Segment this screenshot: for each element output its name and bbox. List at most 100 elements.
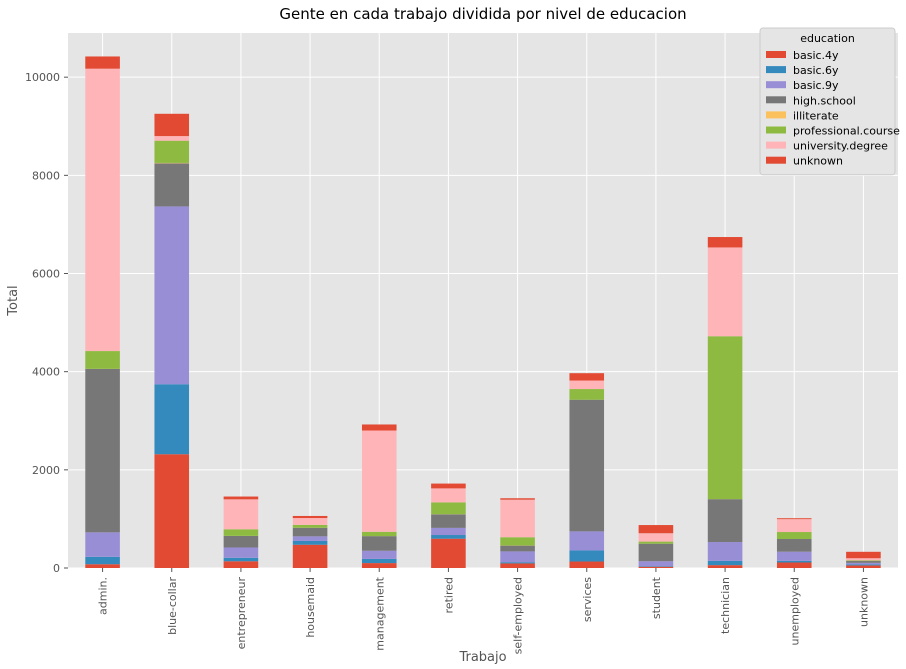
bar-unemployed-basic-9y (776, 551, 812, 561)
bar-management-unknown (361, 424, 397, 431)
bar-unemployed-unknown (776, 518, 812, 520)
bar-management-high-school (361, 536, 397, 551)
y-tick-label: 4000 (32, 366, 60, 379)
bar-retired-basic-4y (431, 538, 466, 568)
bar-housemaid-basic-4y (292, 544, 328, 568)
bar-retired-professional-course (431, 502, 466, 515)
bar-services-professional-course (569, 389, 605, 400)
x-tick-label-4: management (373, 576, 386, 650)
bar-unknown-high-school (846, 561, 881, 563)
chart-title: Gente en cada trabajo dividida por nivel… (279, 5, 686, 23)
legend-swatch (766, 96, 786, 104)
bar-entrepreneur-high-school (223, 535, 259, 548)
bar-entrepreneur-basic-4y (223, 561, 259, 568)
bar-unknown-professional-course (846, 560, 881, 562)
bar-retired-basic-9y (431, 527, 466, 536)
bar-services-university-degree (569, 380, 605, 390)
bar-entrepreneur-professional-course (223, 529, 259, 536)
y-tick-label: 2000 (32, 464, 60, 477)
bar-entrepreneur-basic-9y (223, 547, 259, 558)
bar-blue-collar-professional-course (154, 140, 190, 163)
x-tick-label-7: services (581, 577, 594, 622)
bar-unknown-basic-6y (846, 564, 881, 566)
legend-swatch (766, 81, 786, 89)
bar-unknown-basic-4y (846, 565, 881, 568)
x-tick-label-10: unemployed (788, 577, 801, 645)
y-tick-label: 8000 (32, 169, 60, 182)
bar-self-employed-university-degree (500, 499, 535, 538)
x-tick-label-2: entrepreneur (235, 577, 248, 650)
bar-retired-high-school (431, 514, 466, 528)
bar-student-unknown (638, 525, 674, 534)
x-tick-label-5: retired (442, 577, 455, 613)
bar-services-unknown (569, 373, 605, 381)
bar-student-professional-course (638, 541, 674, 544)
bar-blue-collar-basic-9y (154, 206, 190, 385)
legend-swatch (766, 141, 786, 149)
legend-label: basic.9y (793, 79, 839, 92)
legend-swatch (766, 156, 786, 164)
x-tick-label-3: housemaid (304, 577, 317, 638)
bar-self-employed-unknown (500, 498, 535, 500)
bar-unemployed-high-school (776, 538, 812, 552)
bar-housemaid-professional-course (292, 524, 328, 528)
bar-retired-basic-6y (431, 535, 466, 539)
bar-management-university-degree (361, 430, 397, 532)
bars (85, 56, 881, 568)
bar-housemaid-basic-6y (292, 540, 328, 545)
bar-unemployed-basic-6y (776, 560, 812, 563)
bar-housemaid-unknown (292, 515, 328, 519)
legend-label: professional.course (793, 125, 900, 138)
bar-services-high-school (569, 399, 605, 532)
bar-housemaid-high-school (292, 527, 328, 537)
y-axis-title: Total (6, 285, 21, 316)
legend-title: education (800, 32, 855, 45)
bar-retired-university-degree (431, 488, 466, 503)
bar-technician-basic-9y (707, 542, 743, 561)
legend: education basic.4y basic.6y basic.9y high.s… (759, 27, 900, 176)
bar-student-university-degree (638, 533, 674, 542)
bar-admin-basic-4y (85, 564, 120, 568)
bar-admin-university-degree (85, 68, 120, 352)
x-tick-label-11: unknown (857, 577, 870, 627)
bar-management-professional-course (361, 531, 397, 537)
bar-services-basic-9y (569, 531, 605, 551)
x-tick-label-6: self-employed (512, 577, 525, 654)
legend-label: unknown (793, 155, 843, 168)
bar-self-employed-basic-6y (500, 562, 535, 564)
bar-self-employed-professional-course (500, 537, 535, 546)
bar-entrepreneur-basic-6y (223, 557, 259, 562)
bar-technician-unknown (707, 237, 743, 248)
legend-label: university.degree (793, 140, 888, 153)
bar-technician-basic-6y (707, 560, 743, 566)
bar-services-basic-6y (569, 550, 605, 562)
bar-entrepreneur-unknown (223, 496, 259, 500)
bar-admin-high-school (85, 368, 120, 533)
bar-management-basic-6y (361, 558, 397, 564)
x-tick-label-8: student (650, 576, 663, 619)
bar-blue-collar-university-degree (154, 136, 190, 141)
legend-label: illiterate (793, 109, 839, 122)
x-axis: admin. blue-collar entrepreneur housemaid ma… (97, 568, 870, 654)
bar-management-basic-4y (361, 563, 397, 568)
bar-blue-collar-basic-4y (154, 454, 190, 568)
bar-student-high-school (638, 543, 674, 562)
legend-swatch (766, 126, 786, 134)
bar-housemaid-basic-9y (292, 536, 328, 541)
bar-unknown-basic-9y (846, 562, 881, 565)
bar-unemployed-basic-4y (776, 562, 812, 568)
bar-technician-high-school (707, 499, 743, 543)
bar-student-basic-4y (638, 566, 674, 568)
x-axis-title: Trabajo (458, 650, 506, 665)
bar-housemaid-university-degree (292, 518, 328, 525)
bar-admin-basic-6y (85, 556, 120, 565)
bar-student-basic-6y (638, 566, 674, 567)
bar-retired-unknown (431, 483, 466, 489)
legend-swatch (766, 66, 786, 74)
bar-unknown-university-degree (846, 558, 881, 561)
bar-technician-university-degree (707, 247, 743, 337)
bar-admin-professional-course (85, 351, 120, 369)
legend-label: high.school (793, 94, 856, 107)
bar-technician-basic-4y (707, 565, 743, 568)
